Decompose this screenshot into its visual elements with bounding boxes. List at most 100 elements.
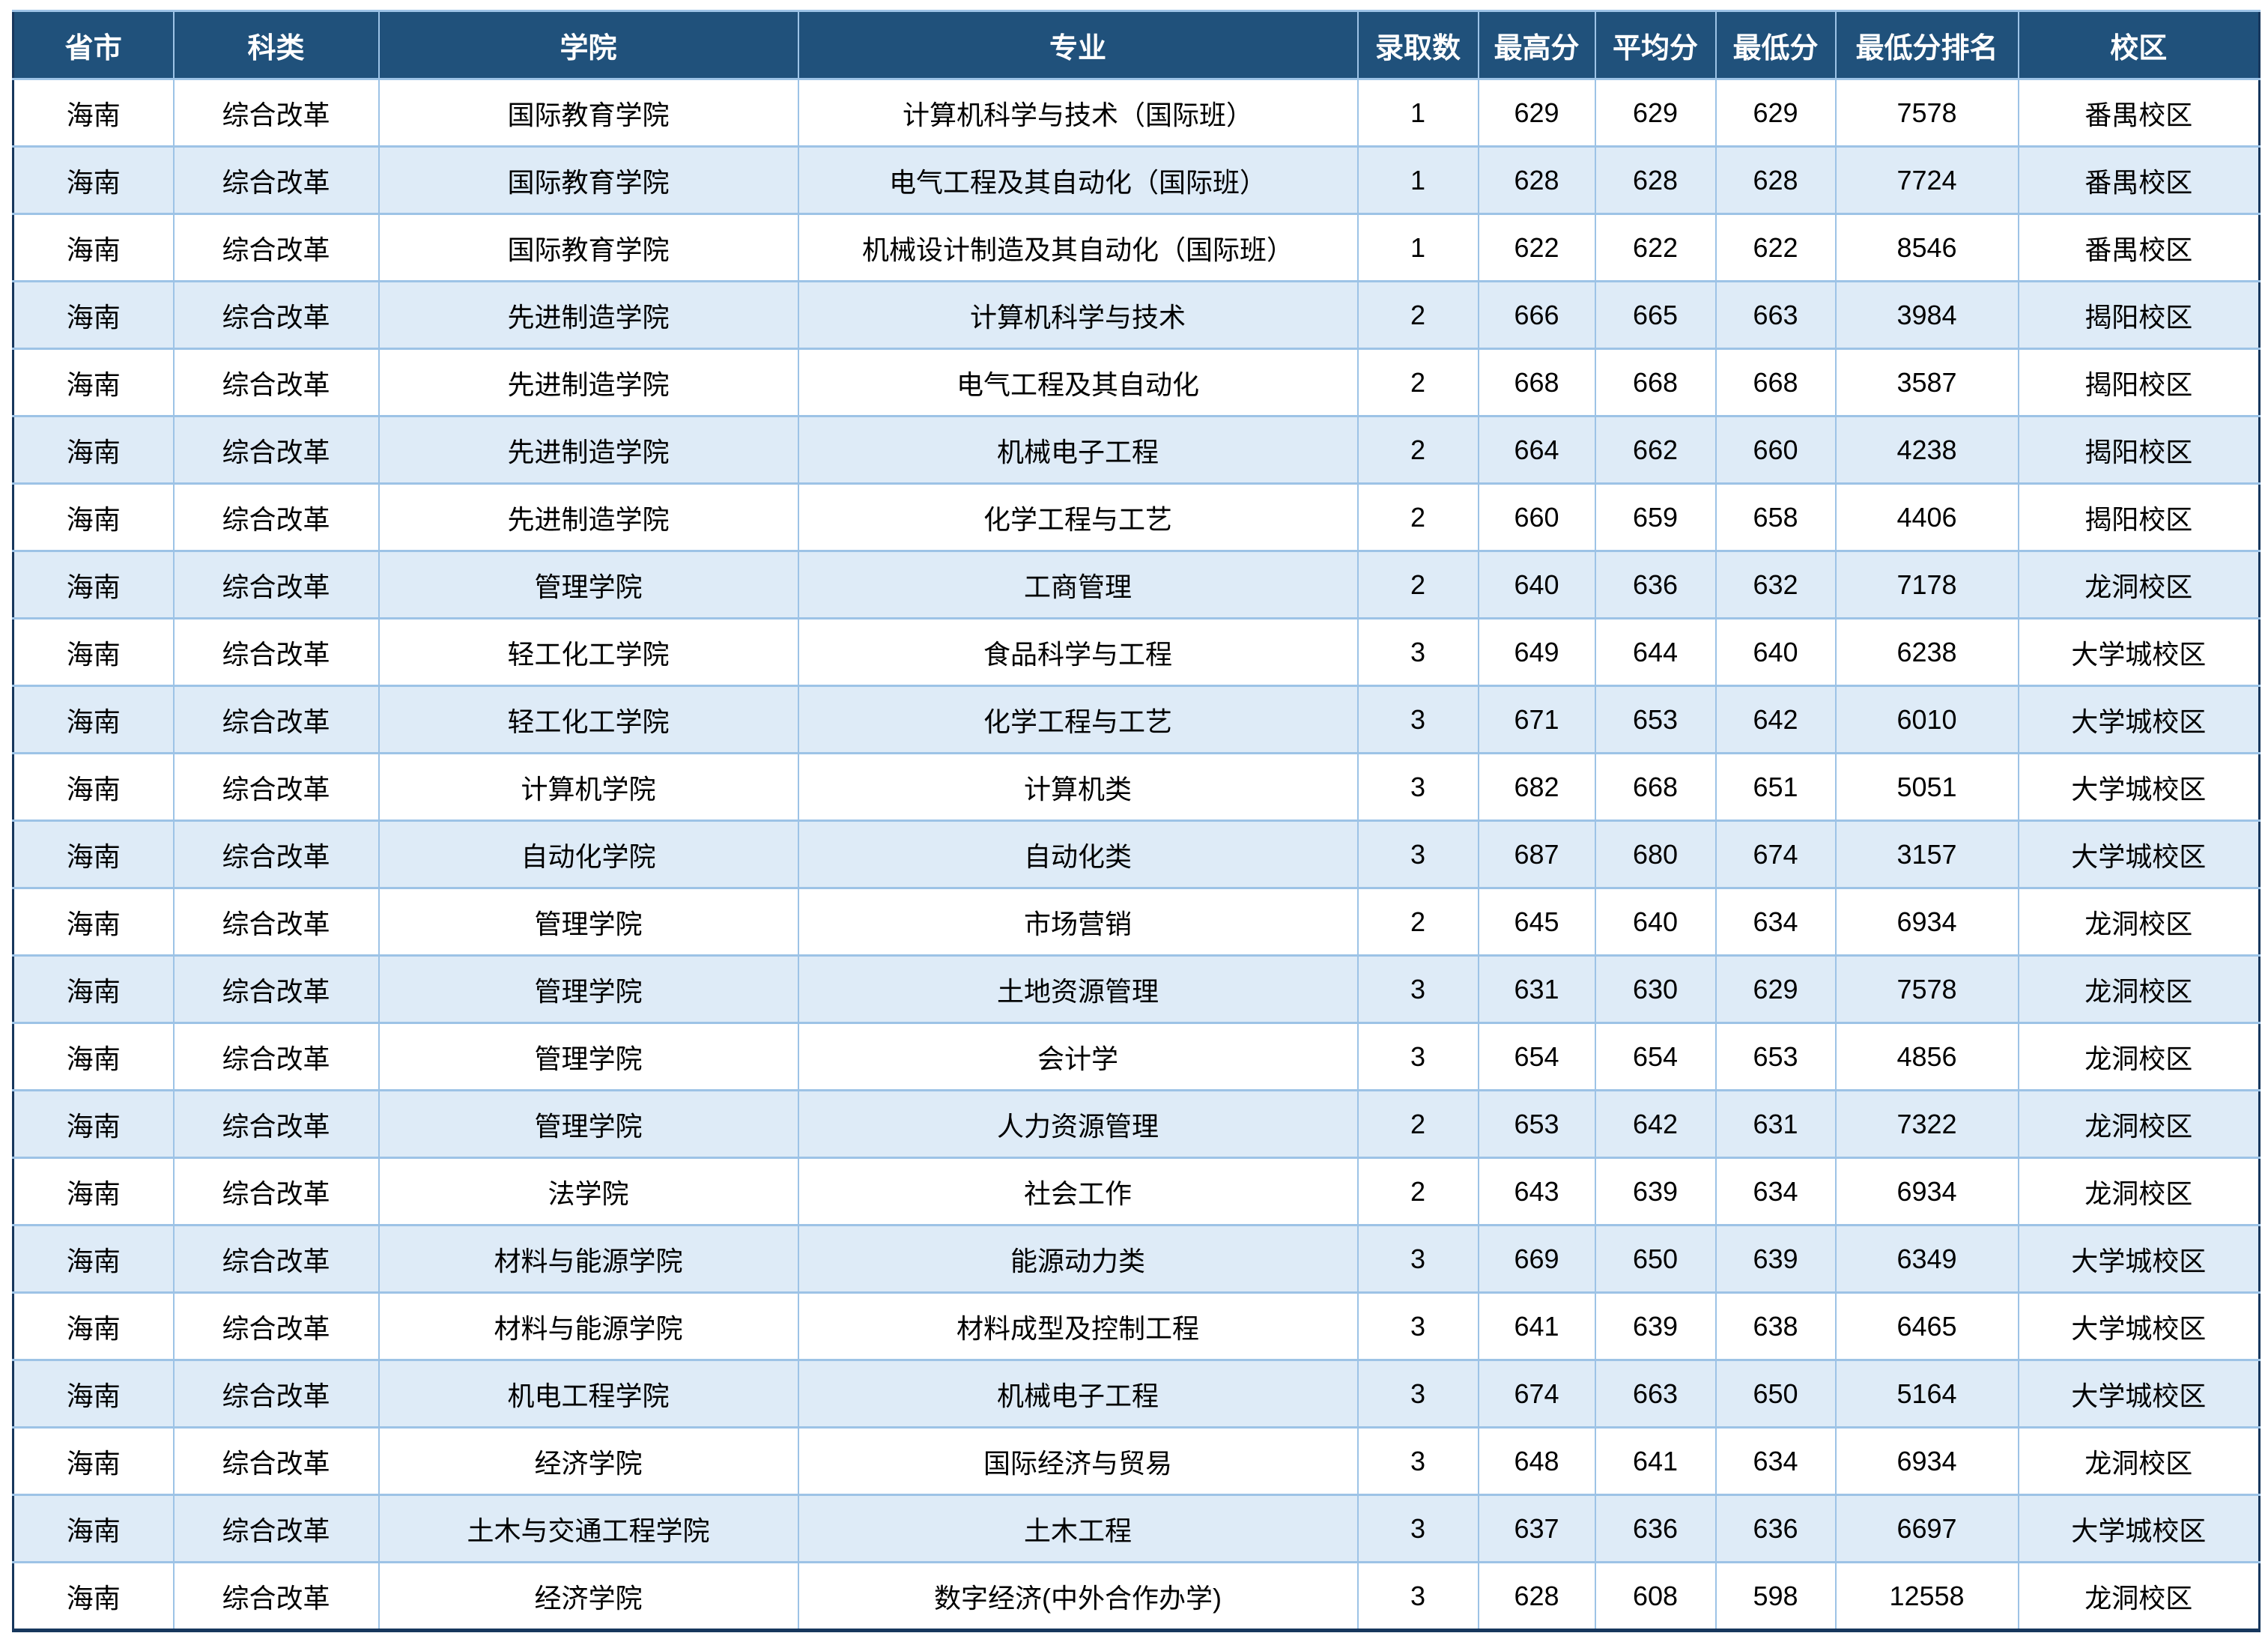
cell-avg-score: 639: [1594, 1291, 1717, 1361]
cell-max-score: 687: [1477, 820, 1596, 889]
cell-admit-count: 3: [1356, 820, 1479, 889]
cell-max-score: 669: [1477, 1224, 1596, 1294]
cell-province: 海南: [12, 145, 175, 215]
cell-min-score: 663: [1714, 280, 1837, 350]
cell-min-score: 660: [1714, 415, 1837, 485]
cell-province: 海南: [12, 1089, 175, 1159]
cell-province: 海南: [12, 78, 175, 148]
cell-campus: 大学城校区: [2017, 1359, 2261, 1429]
cell-avg-score: 640: [1594, 887, 1717, 957]
cell-province: 海南: [12, 1022, 175, 1091]
cell-campus: 龙洞校区: [2017, 550, 2261, 619]
column-header-min-score-rank: 最低分排名: [1834, 10, 2019, 80]
cell-max-score: 628: [1477, 145, 1596, 215]
cell-major: 机械设计制造及其自动化（国际班）: [797, 213, 1359, 282]
cell-province: 海南: [12, 550, 175, 619]
table-row: 海南 综合改革 经济学院 国际经济与贸易 3 648 641 634 6934 龙洞校区: [12, 1426, 2261, 1496]
cell-college: 管理学院: [378, 1089, 799, 1159]
cell-min-score: 632: [1714, 550, 1837, 619]
table-row: 海南 综合改革 先进制造学院 计算机科学与技术 2 666 665 663 3984 揭阳校区: [12, 280, 2261, 350]
cell-major: 化学工程与工艺: [797, 685, 1359, 754]
cell-min-score-rank: 4406: [1834, 482, 2019, 552]
cell-college: 管理学院: [378, 954, 799, 1024]
column-header-max-score: 最高分: [1477, 10, 1596, 80]
cell-min-score: 634: [1714, 1157, 1837, 1226]
cell-province: 海南: [12, 482, 175, 552]
header-row: 省市 科类 学院 专业 录取数 最高分 平均分 最低分 最低分排名 校区: [12, 10, 2261, 80]
cell-admit-count: 2: [1356, 887, 1479, 957]
cell-min-score-rank: 6934: [1834, 1157, 2019, 1226]
cell-min-score-rank: 5051: [1834, 752, 2019, 822]
cell-campus: 大学城校区: [2017, 685, 2261, 754]
cell-min-score: 651: [1714, 752, 1837, 822]
cell-avg-score: 622: [1594, 213, 1717, 282]
table-row: 海南 综合改革 机电工程学院 机械电子工程 3 674 663 650 5164 大学城校区: [12, 1359, 2261, 1429]
cell-province: 海南: [12, 1157, 175, 1226]
cell-college: 经济学院: [378, 1561, 799, 1632]
cell-max-score: 653: [1477, 1089, 1596, 1159]
cell-campus: 大学城校区: [2017, 1494, 2261, 1563]
cell-min-score: 668: [1714, 348, 1837, 417]
cell-campus: 龙洞校区: [2017, 954, 2261, 1024]
cell-max-score: 631: [1477, 954, 1596, 1024]
table-row: 海南 综合改革 管理学院 工商管理 2 640 636 632 7178 龙洞校区: [12, 550, 2261, 619]
cell-admit-count: 2: [1356, 348, 1479, 417]
cell-category: 综合改革: [172, 145, 380, 215]
cell-college: 法学院: [378, 1157, 799, 1226]
table-row: 海南 综合改革 管理学院 人力资源管理 2 653 642 631 7322 龙洞校区: [12, 1089, 2261, 1159]
table-row: 海南 综合改革 自动化学院 自动化类 3 687 680 674 3157 大学城校区: [12, 820, 2261, 889]
cell-max-score: 641: [1477, 1291, 1596, 1361]
table-row: 海南 综合改革 材料与能源学院 能源动力类 3 669 650 639 6349 大学城校区: [12, 1224, 2261, 1294]
cell-college: 经济学院: [378, 1426, 799, 1496]
cell-campus: 大学城校区: [2017, 617, 2261, 687]
cell-college: 先进制造学院: [378, 348, 799, 417]
cell-min-score-rank: 7724: [1834, 145, 2019, 215]
table-row: 海南 综合改革 管理学院 会计学 3 654 654 653 4856 龙洞校区: [12, 1022, 2261, 1091]
cell-admit-count: 2: [1356, 1089, 1479, 1159]
cell-college: 管理学院: [378, 550, 799, 619]
cell-major: 数字经济(中外合作办学): [797, 1561, 1359, 1632]
cell-admit-count: 3: [1356, 1022, 1479, 1091]
cell-admit-count: 2: [1356, 415, 1479, 485]
cell-major: 工商管理: [797, 550, 1359, 619]
cell-major: 自动化类: [797, 820, 1359, 889]
table-row: 海南 综合改革 土木与交通工程学院 土木工程 3 637 636 636 6697 大学城校区: [12, 1494, 2261, 1563]
cell-major: 土木工程: [797, 1494, 1359, 1563]
cell-campus: 龙洞校区: [2017, 1426, 2261, 1496]
cell-category: 综合改革: [172, 78, 380, 148]
cell-category: 综合改革: [172, 1089, 380, 1159]
cell-avg-score: 653: [1594, 685, 1717, 754]
cell-admit-count: 3: [1356, 1561, 1479, 1632]
cell-major: 计算机类: [797, 752, 1359, 822]
column-header-min-score: 最低分: [1714, 10, 1837, 80]
cell-admit-count: 2: [1356, 550, 1479, 619]
cell-admit-count: 3: [1356, 954, 1479, 1024]
cell-college: 管理学院: [378, 887, 799, 957]
cell-major: 能源动力类: [797, 1224, 1359, 1294]
cell-category: 综合改革: [172, 1291, 380, 1361]
cell-major: 材料成型及控制工程: [797, 1291, 1359, 1361]
cell-province: 海南: [12, 954, 175, 1024]
cell-admit-count: 3: [1356, 1426, 1479, 1496]
cell-major: 土地资源管理: [797, 954, 1359, 1024]
cell-min-score-rank: 3984: [1834, 280, 2019, 350]
cell-max-score: 628: [1477, 1561, 1596, 1632]
cell-college: 国际教育学院: [378, 213, 799, 282]
cell-avg-score: 665: [1594, 280, 1717, 350]
cell-category: 综合改革: [172, 415, 380, 485]
cell-avg-score: 654: [1594, 1022, 1717, 1091]
cell-category: 综合改革: [172, 752, 380, 822]
cell-category: 综合改革: [172, 1224, 380, 1294]
column-header-college: 学院: [378, 10, 799, 80]
cell-campus: 龙洞校区: [2017, 1157, 2261, 1226]
cell-college: 轻工化工学院: [378, 617, 799, 687]
table-row: 海南 综合改革 轻工化工学院 食品科学与工程 3 649 644 640 6238 大学城校区: [12, 617, 2261, 687]
cell-admit-count: 1: [1356, 145, 1479, 215]
cell-avg-score: 641: [1594, 1426, 1717, 1496]
column-header-avg-score: 平均分: [1594, 10, 1717, 80]
cell-admit-count: 1: [1356, 78, 1479, 148]
cell-admit-count: 3: [1356, 1359, 1479, 1429]
cell-max-score: 649: [1477, 617, 1596, 687]
cell-major: 市场营销: [797, 887, 1359, 957]
cell-college: 先进制造学院: [378, 415, 799, 485]
